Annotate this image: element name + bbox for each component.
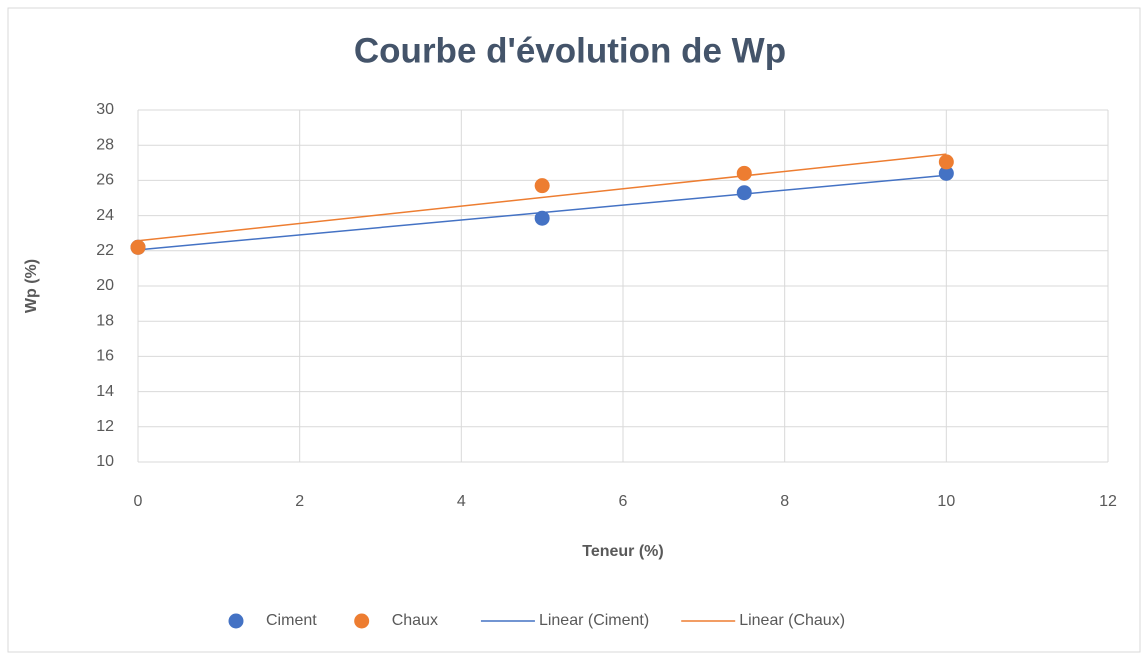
point — [736, 185, 752, 201]
x-tick-label: 10 — [937, 493, 955, 510]
y-tick-label: 20 — [96, 277, 114, 294]
y-tick-label: 26 — [96, 172, 114, 189]
legend-label: Linear (Ciment) — [539, 612, 649, 629]
chart-title: Courbe d'évolution de Wp — [354, 31, 786, 70]
y-tick-label: 28 — [96, 136, 114, 153]
point — [736, 165, 752, 181]
x-tick-label: 12 — [1099, 493, 1117, 510]
point — [938, 165, 954, 181]
y-tick-label: 10 — [96, 453, 114, 470]
point — [534, 178, 550, 194]
x-tick-label: 4 — [457, 493, 466, 510]
point — [534, 210, 550, 226]
legend-label: Linear (Chaux) — [739, 612, 845, 629]
legend-label: Chaux — [392, 612, 438, 629]
y-tick-label: 30 — [96, 101, 114, 118]
y-tick-label: 18 — [96, 312, 114, 329]
point — [130, 239, 146, 255]
x-tick-label: 6 — [619, 493, 628, 510]
x-tick-label: 0 — [134, 493, 143, 510]
x-axis-label: Teneur (%) — [582, 543, 663, 560]
y-axis-label: Wp (%) — [23, 259, 40, 313]
y-tick-label: 24 — [96, 207, 114, 224]
y-tick-label: 14 — [96, 383, 114, 400]
legend-marker — [228, 613, 244, 629]
y-tick-label: 12 — [96, 418, 114, 435]
chart-border — [7, 7, 1141, 653]
legend-label: Ciment — [266, 612, 317, 629]
x-tick-label: 2 — [295, 493, 304, 510]
y-tick-label: 16 — [96, 348, 114, 365]
trendline — [137, 153, 947, 242]
point — [938, 154, 954, 170]
legend-marker — [354, 613, 370, 629]
x-tick-label: 8 — [780, 493, 789, 510]
y-tick-label: 22 — [96, 242, 114, 259]
